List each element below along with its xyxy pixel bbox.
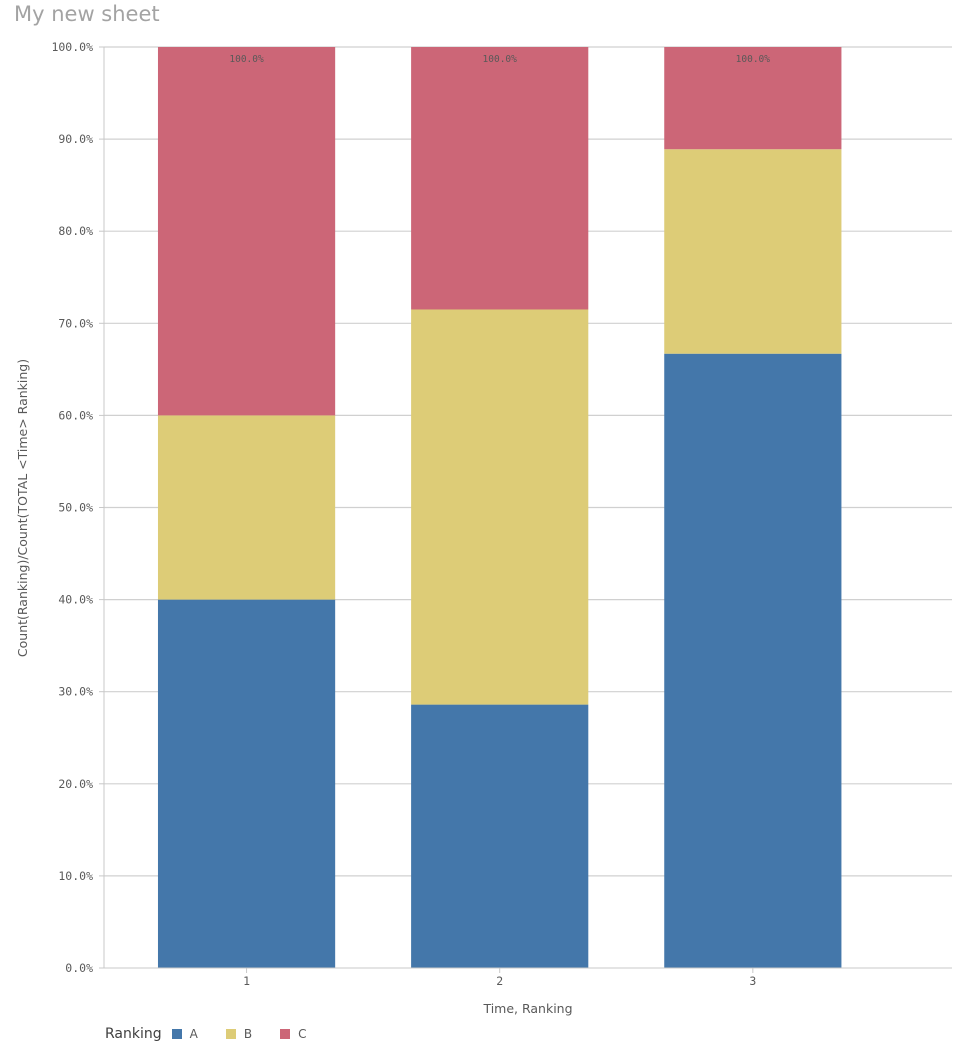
bar-segment-c-1[interactable] [157,47,336,416]
legend: Ranking A B C [105,1026,334,1042]
bar-segment-b-3[interactable] [664,149,842,354]
legend-item-c[interactable]: C [280,1027,306,1041]
y-tick-label: 50.0% [58,501,93,515]
total-label: 100.0% [736,54,771,65]
y-tick-label: 20.0% [58,777,93,791]
axis-labels: 0.0% 10.0% 20.0% 30.0% 40.0% 50.0% 60.0% 70.0% 8… [51,40,770,988]
legend-title: Ranking [105,1026,162,1042]
y-tick-label: 100.0% [51,40,93,54]
axes [103,47,952,969]
bar-stacks [157,47,842,968]
bar-segment-a-1[interactable] [157,599,336,968]
x-tick-label: 1 [243,974,250,988]
y-tick-label: 0.0% [65,961,93,975]
legend-swatch [225,1029,236,1039]
y-tick-label: 40.0% [58,593,93,607]
y-tick-label: 10.0% [58,869,93,883]
bar-segment-a-3[interactable] [664,353,842,968]
bar-segment-a-2[interactable] [411,704,589,968]
bar-segment-b-2[interactable] [411,309,589,705]
legend-label: A [189,1027,198,1041]
legend-swatch [171,1029,182,1039]
bar-segment-c-3[interactable] [664,47,842,150]
total-label: 100.0% [483,54,518,65]
bar-segment-b-1[interactable] [157,415,336,600]
x-tick-label: 2 [496,974,503,988]
y-tick-label: 70.0% [58,316,93,330]
y-tick-label: 30.0% [58,685,93,699]
legend-swatch [280,1029,291,1039]
y-axis-title: Count(Ranking)/Count(TOTAL <Time> Rankin… [15,359,30,657]
legend-label: B [243,1027,253,1041]
legend-item-a[interactable]: A [171,1027,198,1041]
legend-item-b[interactable]: B [225,1027,253,1041]
y-tick-label: 60.0% [58,408,93,422]
legend-label: C [298,1027,307,1041]
total-label: 100.0% [229,54,264,65]
y-tick-label: 90.0% [58,132,93,146]
bar-segment-c-2[interactable] [411,47,589,310]
y-tick-label: 80.0% [58,224,93,238]
x-tick-label: 3 [749,974,756,988]
x-axis-title: Time, Ranking [482,1001,572,1016]
sheet-title: My new sheet [14,2,160,26]
